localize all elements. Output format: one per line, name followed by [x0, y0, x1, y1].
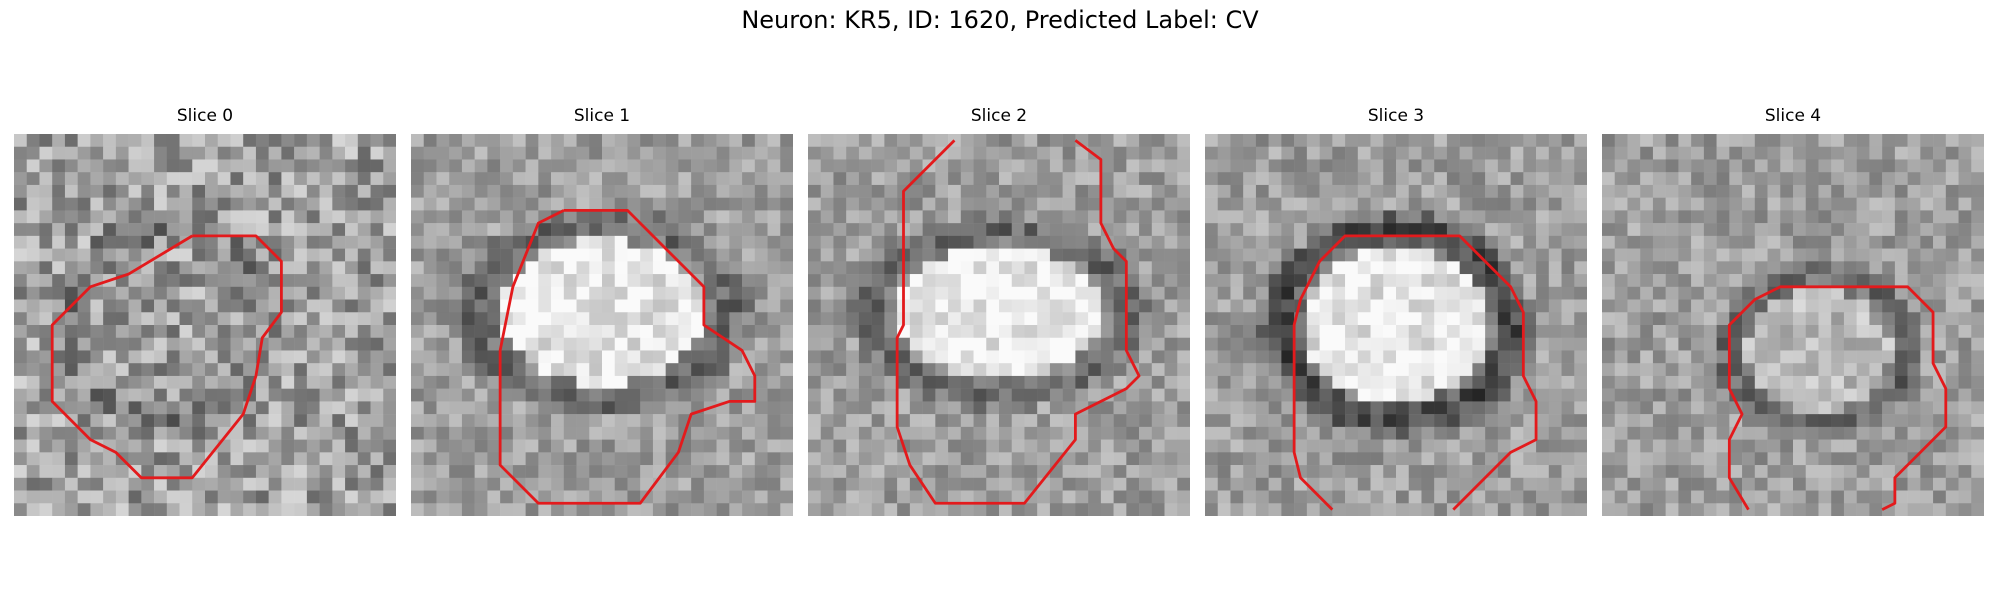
slice-image-1	[411, 134, 793, 516]
slice-title: Slice 1	[573, 106, 631, 126]
slice-title: Slice 2	[970, 106, 1028, 126]
segmentation-contour	[1727, 285, 1948, 511]
segmentation-contour	[50, 234, 283, 480]
segmentation-contour	[1292, 234, 1538, 511]
slice-image-3	[1205, 134, 1587, 516]
segmentation-contour	[895, 139, 1141, 505]
slice-title: Slice 0	[176, 106, 234, 126]
slice-image-0	[14, 134, 396, 516]
segmentation-contour	[498, 208, 757, 505]
slice-image-2	[808, 134, 1190, 516]
slice-title: Slice 4	[1764, 106, 1822, 126]
figure-title: Neuron: KR5, ID: 1620, Predicted Label: …	[741, 6, 1259, 34]
slice-title: Slice 3	[1367, 106, 1425, 126]
slice-image-4	[1602, 134, 1984, 516]
